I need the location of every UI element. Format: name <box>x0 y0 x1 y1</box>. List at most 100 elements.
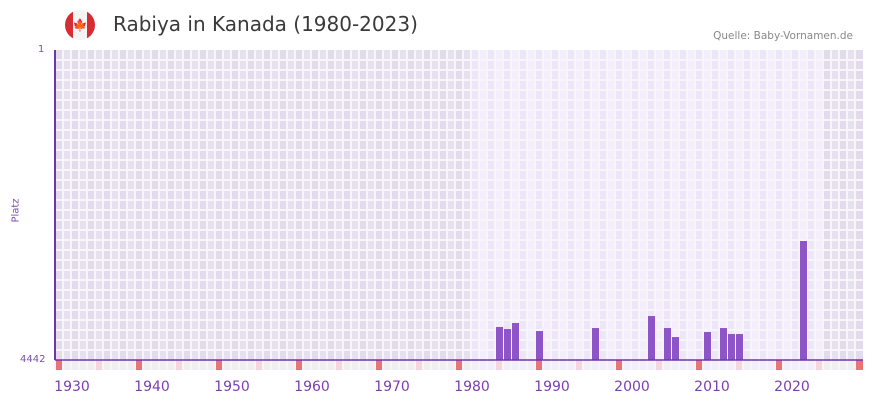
grid-column <box>159 50 167 360</box>
decade-marker <box>376 360 383 370</box>
grid-column <box>623 50 631 360</box>
bar-1984 <box>504 329 511 360</box>
grid-column-strip <box>424 360 431 370</box>
grid-column-strip <box>344 360 351 370</box>
decade-marker <box>856 360 863 370</box>
grid-column <box>175 50 183 360</box>
grid-column-strip <box>792 360 799 370</box>
grid-column <box>527 50 535 360</box>
grid-column-strip <box>640 360 647 370</box>
grid-column <box>671 50 679 360</box>
grid-column <box>423 50 431 360</box>
x-tick-1980: 1980 <box>454 379 490 395</box>
grid-column-strip <box>760 360 767 370</box>
half-decade-marker <box>96 360 103 370</box>
source-link[interactable]: Quelle: Baby-Vornamen.de <box>713 30 853 42</box>
grid-column-strip <box>768 360 775 370</box>
grid-column-strip <box>560 360 567 370</box>
decade-marker <box>456 360 463 370</box>
bar-2002 <box>648 316 655 360</box>
grid-column <box>599 50 607 360</box>
y-tick-top: 1 <box>38 44 45 55</box>
grid-column <box>471 50 479 360</box>
grid-column-strip <box>288 360 295 370</box>
half-decade-marker <box>496 360 503 370</box>
grid-column <box>127 50 135 360</box>
x-tick-2020: 2020 <box>774 379 810 395</box>
grid-column-strip <box>128 360 135 370</box>
bar-1995 <box>592 328 599 360</box>
grid-column-strip <box>144 360 151 370</box>
bar-2013 <box>736 334 743 360</box>
grid-column <box>535 50 543 360</box>
grid-column-strip <box>832 360 839 370</box>
grid-column-strip <box>88 360 95 370</box>
bar-2011 <box>720 328 727 360</box>
decade-marker <box>136 360 143 370</box>
grid-column <box>631 50 639 360</box>
grid-column <box>799 50 807 360</box>
grid-column <box>359 50 367 360</box>
grid-column-strip <box>280 360 287 370</box>
grid-column-strip <box>704 360 711 370</box>
grid-column-strip <box>208 360 215 370</box>
grid-column-strip <box>464 360 471 370</box>
grid-column-strip <box>240 360 247 370</box>
grid-column-strip <box>400 360 407 370</box>
grid-column-strip <box>408 360 415 370</box>
grid-column <box>519 50 527 360</box>
grid-column <box>567 50 575 360</box>
grid-column <box>743 50 751 360</box>
grid-column <box>815 50 823 360</box>
half-decade-marker <box>256 360 263 370</box>
grid-column <box>855 50 863 360</box>
grid-column <box>727 50 735 360</box>
grid-column <box>831 50 839 360</box>
grid-column <box>447 50 455 360</box>
grid-column <box>807 50 815 360</box>
grid-column <box>239 50 247 360</box>
decade-marker <box>296 360 303 370</box>
grid-column <box>735 50 743 360</box>
grid-column-strip <box>488 360 495 370</box>
half-decade-marker <box>816 360 823 370</box>
grid-column <box>487 50 495 360</box>
bar-1983 <box>496 326 503 360</box>
grid-column <box>783 50 791 360</box>
grid-column-strip <box>824 360 831 370</box>
grid-column-strip <box>312 360 319 370</box>
grid-column <box>287 50 295 360</box>
grid-column-strip <box>112 360 119 370</box>
bar-2005 <box>672 337 679 360</box>
grid-column <box>511 50 519 360</box>
decade-marker <box>616 360 623 370</box>
grid-column-strip <box>480 360 487 370</box>
grid-column <box>207 50 215 360</box>
grid-column <box>655 50 663 360</box>
grid-column <box>591 50 599 360</box>
grid-column-strip <box>248 360 255 370</box>
grid-column-strip <box>784 360 791 370</box>
grid-column <box>351 50 359 360</box>
grid-column <box>311 50 319 360</box>
bar-2012 <box>728 334 735 360</box>
grid-column-strip <box>728 360 735 370</box>
grid-column <box>327 50 335 360</box>
decade-marker <box>696 360 703 370</box>
grid-column-strip <box>472 360 479 370</box>
grid-column <box>167 50 175 360</box>
grid-column-strip <box>672 360 679 370</box>
grid-column <box>55 50 63 360</box>
grid-column <box>847 50 855 360</box>
half-decade-marker <box>656 360 663 370</box>
grid-column <box>95 50 103 360</box>
x-tick-1990: 1990 <box>534 379 570 395</box>
grid-column-strip <box>232 360 239 370</box>
grid-column <box>367 50 375 360</box>
grid-column <box>583 50 591 360</box>
grid-column-strip <box>120 360 127 370</box>
grid-column-strip <box>168 360 175 370</box>
grid-column <box>343 50 351 360</box>
grid-column-strip <box>632 360 639 370</box>
